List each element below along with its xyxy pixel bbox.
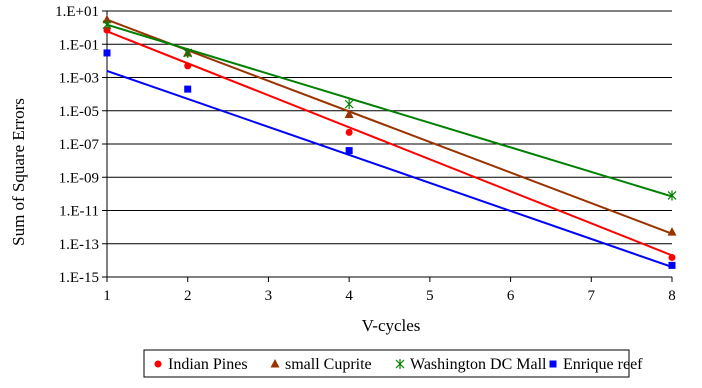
x-tick-label: 6 [507,288,515,304]
y-tick-label: 1.E-11 [59,204,99,220]
data-point-small-cuprite [667,227,677,236]
x-tick-label: 1 [103,288,111,304]
series-line-small-cuprite [106,18,673,235]
data-point-small-cuprite [102,14,112,24]
legend-label-washington-dc-mall: Washington DC Mall [410,356,547,373]
data-point-indian-pines [184,62,192,70]
x-tick-label: 4 [345,288,353,304]
legend-box [143,349,630,378]
y-tick-label: 1.E-05 [59,104,99,120]
legend-label-indian-pines: Indian Pines [168,356,248,373]
data-point-washington-dc-mall [183,47,193,58]
data-point-indian-pines [668,253,676,261]
legend-items: Indian Pines small Cuprite Washington DC M… [154,356,643,373]
legend: Indian Pines small Cuprite Washington DC M… [143,349,643,378]
data-point-enrique-reef [668,261,676,269]
data-point-washington-dc-mall [344,99,354,110]
legend-marker-small-cuprite [270,359,280,368]
x-axis-tick-labels: 1 2 3 4 5 6 7 8 [103,288,676,304]
data-point-small-cuprite [344,109,354,118]
y-tick-label: 1.E-13 [59,237,99,253]
data-point-indian-pines [345,128,353,136]
legend-label-enrique-reef: Enrique reef [563,356,643,373]
data-point-enrique-reef [103,49,111,57]
data-point-indian-pines [103,26,111,34]
x-tick-label: 7 [588,288,596,304]
y-tick-label: 1.E-07 [59,137,100,153]
x-tick-label: 5 [426,288,434,304]
series-markers [102,14,677,269]
y-tick-label: 1.E-09 [59,170,99,186]
y-axis-title: Sum of Square Errors [9,98,28,246]
legend-label-small-cuprite: small Cuprite [285,356,372,373]
data-point-enrique-reef [345,147,353,155]
y-tick-label: 1.E-03 [59,71,99,87]
legend-marker-enrique-reef [549,360,557,368]
y-tick-label: 1.E+01 [55,4,99,20]
x-tick-label: 3 [265,288,273,304]
series-line-indian-pines [106,30,673,257]
data-point-washington-dc-mall [102,19,112,30]
series-line-washington-dc-mall [106,23,673,198]
data-point-enrique-reef [184,85,192,93]
x-axis-title: V-cycles [362,316,421,335]
legend-marker-indian-pines [154,360,162,368]
legend-marker-washington-dc-mall [395,359,405,369]
y-tick-label: 1.E-15 [59,270,99,286]
x-tick-label: 2 [184,288,192,304]
data-point-washington-dc-mall [667,190,677,201]
y-axis-tick-labels: 1.E+01 1.E-01 1.E-03 1.E-05 1.E-07 1.E-09 1.E-… [55,4,99,286]
x-tick-label: 8 [668,288,676,304]
series-lines [106,18,673,268]
series-line-enrique-reef [106,69,673,268]
y-tick-label: 1.E-01 [59,37,99,53]
